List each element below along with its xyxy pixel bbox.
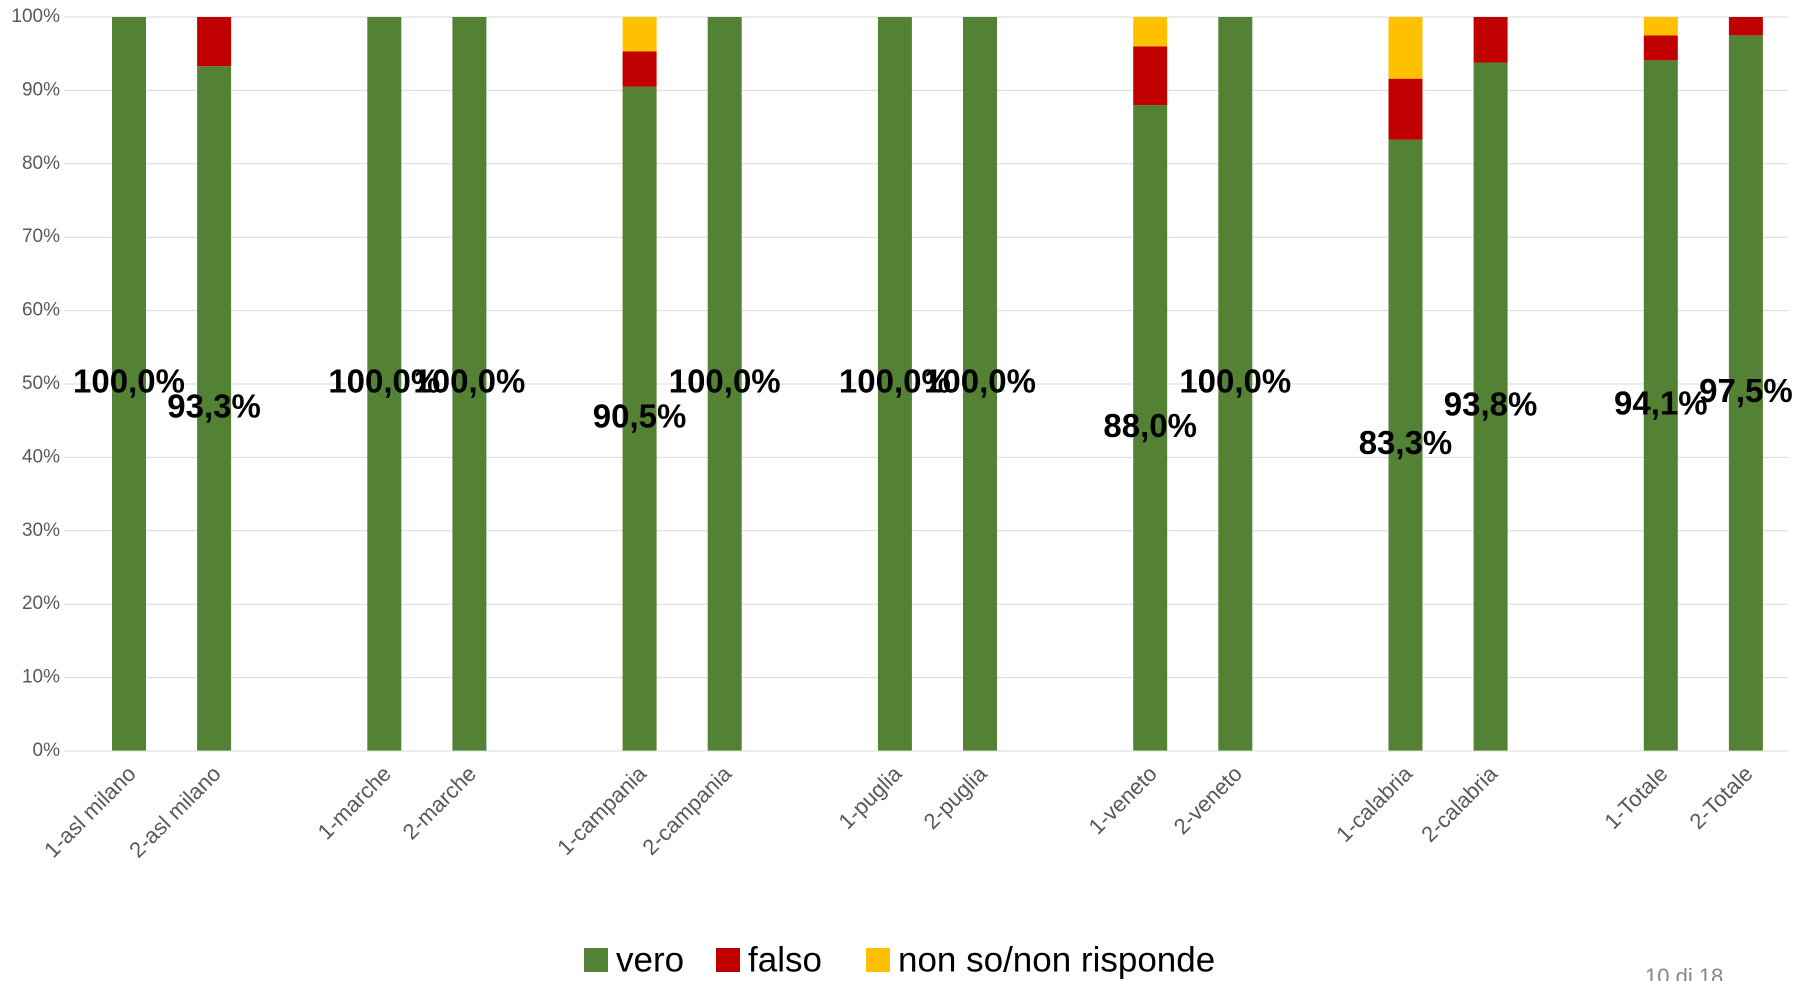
legend-label: falso (748, 940, 822, 979)
y-tick-label: 100% (11, 6, 60, 27)
y-tick-label: 70% (22, 226, 60, 247)
x-tick-label: 1-calabria (1331, 760, 1418, 847)
data-label: 100,0% (413, 363, 525, 400)
page-number: 10 di 18 (1645, 964, 1723, 981)
bar-segment (707, 17, 742, 751)
data-label: 88,0% (1103, 407, 1197, 444)
y-tick-label: 80% (22, 153, 60, 174)
bar-segment (197, 66, 232, 752)
data-label: 90,5% (593, 398, 687, 435)
bar-segment (622, 86, 657, 752)
data-label: 83,3% (1359, 424, 1453, 461)
x-tick-label: 2-Totale (1685, 761, 1758, 834)
x-tick-label: 2-marche (398, 761, 481, 844)
bar-segment (1388, 17, 1423, 79)
x-tick-label: 2-campania (637, 760, 737, 860)
bar-segment (1643, 17, 1678, 36)
bar-segment (1728, 17, 1763, 36)
data-label: 100,0% (328, 363, 440, 400)
x-tick-label: 2-calabria (1416, 760, 1503, 847)
data-label: 100,0% (839, 363, 951, 400)
data-label: 94,1% (1614, 384, 1708, 421)
bar-segment (1133, 46, 1168, 106)
x-tick-label: 1-marche (313, 761, 396, 844)
x-tick-label: 2-puglia (919, 760, 993, 834)
bar-segment (963, 17, 997, 751)
legend-swatch (716, 948, 740, 972)
x-tick-label: 1-Totale (1599, 761, 1672, 834)
bar-segment (197, 17, 232, 67)
bar-segment (622, 17, 657, 52)
bar-segment (112, 17, 146, 751)
data-label: 100,0% (669, 363, 781, 400)
bar-segment (1388, 139, 1423, 751)
bar-segment (1643, 60, 1678, 751)
y-tick-label: 0% (33, 740, 61, 761)
data-label: 93,3% (167, 387, 261, 424)
bar-segment (452, 17, 487, 751)
legend-swatch (866, 948, 890, 972)
bar-segment (1133, 17, 1168, 47)
x-tick-label: 1-veneto (1084, 761, 1162, 839)
data-label: 100,0% (73, 363, 185, 400)
bar-segment (1643, 35, 1678, 61)
data-label: 100,0% (1179, 363, 1291, 400)
y-tick-label: 90% (22, 79, 60, 100)
bar-segment (1473, 17, 1508, 63)
bar-segment (367, 17, 402, 751)
y-tick-label: 40% (22, 446, 60, 467)
bar-segment (622, 51, 657, 87)
x-tick-label: 1-puglia (834, 760, 908, 834)
legend-label: non so/non risponde (898, 940, 1215, 979)
bar-segment (1728, 35, 1763, 752)
bar-segment (877, 17, 912, 751)
legend-swatch (584, 948, 608, 972)
data-label: 100,0% (924, 363, 1036, 400)
bar-segment (1473, 62, 1508, 752)
y-tick-label: 60% (22, 300, 60, 321)
x-tick-label: 2-veneto (1169, 761, 1247, 839)
y-tick-label: 10% (22, 667, 60, 688)
y-tick-label: 20% (22, 593, 60, 614)
bar-segment (1218, 17, 1253, 751)
legend-label: vero (616, 940, 684, 979)
data-label: 97,5% (1699, 372, 1793, 409)
bar-segment (1133, 105, 1168, 751)
y-tick-label: 50% (22, 373, 60, 394)
y-tick-label: 30% (22, 520, 60, 541)
x-tick-label: 2-asl milano (124, 761, 226, 863)
x-tick-label: 1-campania (552, 760, 652, 860)
data-label: 93,8% (1444, 385, 1538, 422)
bar-segment (1388, 78, 1423, 140)
